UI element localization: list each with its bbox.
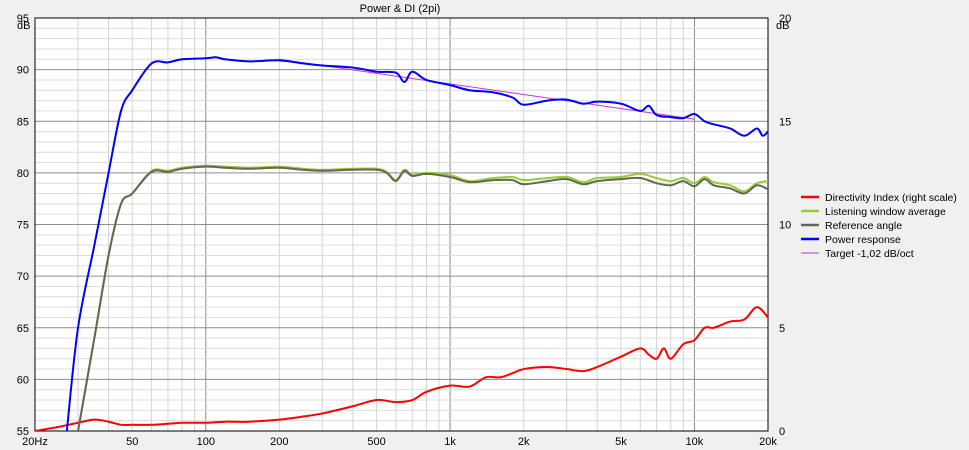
y-tick-label: 75 — [17, 220, 29, 232]
x-tick-label: 10k — [686, 436, 704, 448]
y-tick-label: 95 — [17, 13, 29, 25]
grid — [35, 18, 768, 431]
y2-tick-label: 20 — [779, 13, 791, 25]
x-tick-label: 100 — [197, 436, 215, 448]
y-tick-label: 55 — [17, 426, 29, 438]
right-y-axis: 0 5 10 15 20 — [779, 13, 791, 438]
legend-label: Reference angle — [825, 220, 902, 232]
y-tick-label: 85 — [17, 116, 29, 128]
legend: Directivity Index (right scale) Listening… — [801, 192, 957, 260]
y-tick-label: 70 — [17, 271, 29, 283]
x-tick-label: 20Hz — [22, 436, 48, 448]
left-y-axis: 55 60 65 70 75 80 85 90 95 — [17, 13, 29, 438]
x-tick-label: 500 — [367, 436, 385, 448]
left-axis-unit: dB — [17, 20, 30, 32]
x-tick-label: 50 — [126, 436, 138, 448]
y2-tick-label: 5 — [779, 323, 785, 335]
series-line-4 — [278, 58, 695, 120]
series-line-2 — [77, 165, 768, 431]
legend-label: Listening window average — [825, 206, 946, 218]
y-tick-label: 90 — [17, 65, 29, 77]
x-axis: 20Hz 50 100 200 500 1k 2k 5k 10k 20k — [22, 436, 777, 448]
y2-tick-label: 15 — [779, 116, 791, 128]
legend-label: Target -1,02 dB/oct — [825, 248, 914, 260]
legend-label: Directivity Index (right scale) — [825, 192, 957, 204]
x-tick-label: 5k — [615, 436, 627, 448]
series-line-3 — [65, 56, 768, 431]
y-tick-label: 65 — [17, 323, 29, 335]
y2-tick-label: 0 — [779, 426, 785, 438]
x-tick-label: 20k — [759, 436, 777, 448]
x-tick-label: 1k — [444, 436, 456, 448]
legend-label: Power response — [825, 234, 901, 246]
chart-title: Power & DI (2pi) — [360, 3, 441, 15]
y-tick-label: 80 — [17, 168, 29, 180]
y2-tick-label: 10 — [779, 220, 791, 232]
x-tick-label: 200 — [270, 436, 288, 448]
x-tick-label: 2k — [518, 436, 530, 448]
plot-border — [34, 17, 769, 432]
series-line-0 — [35, 306, 768, 431]
y-tick-label: 60 — [17, 374, 29, 386]
series-group — [35, 56, 768, 431]
right-axis-unit: dB — [776, 20, 789, 32]
